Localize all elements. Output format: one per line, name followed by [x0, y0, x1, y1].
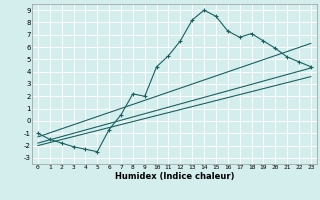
X-axis label: Humidex (Indice chaleur): Humidex (Indice chaleur) [115, 172, 234, 181]
